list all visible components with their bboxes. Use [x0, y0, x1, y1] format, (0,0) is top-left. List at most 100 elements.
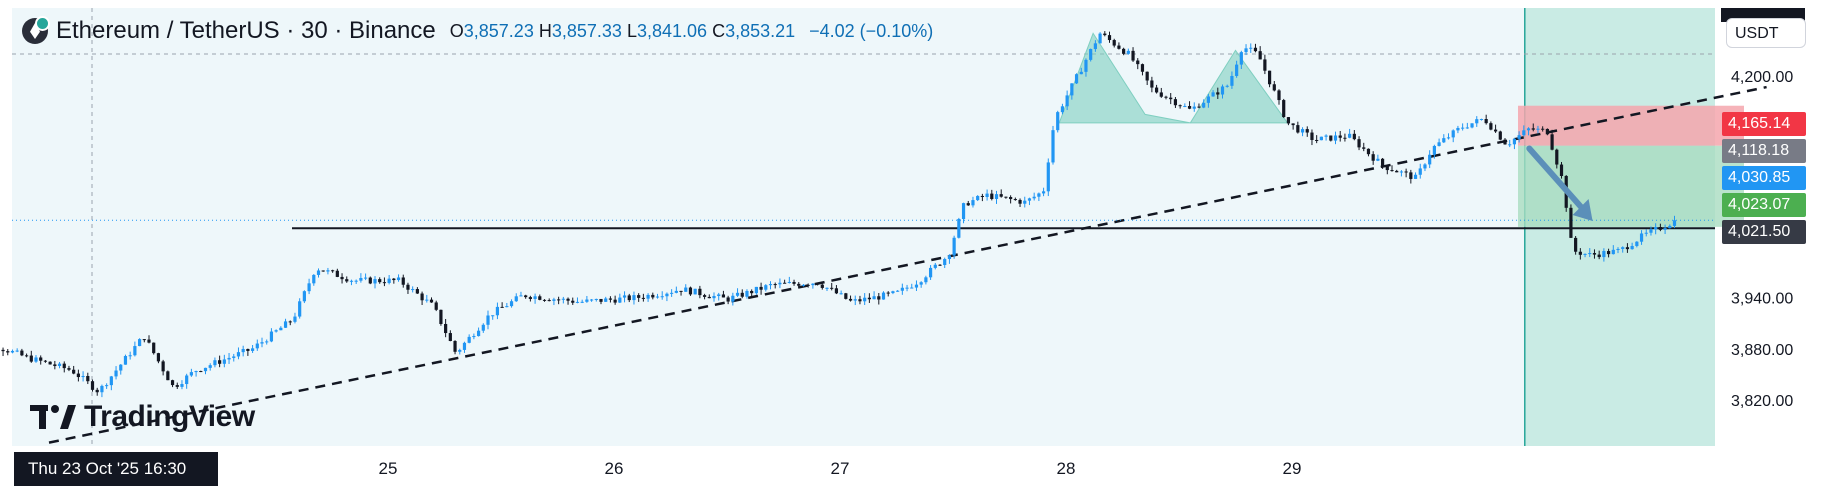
- candle[interactable]: [208, 365, 212, 368]
- candle[interactable]: [43, 360, 48, 362]
- candle[interactable]: [1305, 129, 1309, 133]
- candle[interactable]: [67, 368, 71, 370]
- candle[interactable]: [326, 270, 330, 272]
- candle[interactable]: [604, 298, 608, 302]
- candle[interactable]: [811, 283, 815, 286]
- candle[interactable]: [999, 194, 1003, 197]
- candle[interactable]: [524, 295, 528, 298]
- candle[interactable]: [542, 299, 547, 301]
- candle[interactable]: [1663, 228, 1667, 230]
- candle[interactable]: [1140, 64, 1145, 72]
- candle[interactable]: [919, 282, 923, 285]
- candle[interactable]: [1291, 123, 1295, 126]
- candle[interactable]: [1037, 193, 1041, 197]
- take-profit-zone[interactable]: [1518, 145, 1744, 227]
- candle[interactable]: [985, 193, 989, 198]
- candle[interactable]: [801, 284, 806, 286]
- candle[interactable]: [1380, 158, 1385, 166]
- candle[interactable]: [152, 342, 156, 354]
- candle[interactable]: [453, 340, 457, 352]
- candle[interactable]: [1272, 84, 1276, 91]
- candle[interactable]: [265, 341, 269, 343]
- candle[interactable]: [731, 295, 735, 302]
- candle[interactable]: [1555, 149, 1559, 165]
- candle[interactable]: [1479, 119, 1484, 121]
- candle[interactable]: [24, 355, 29, 357]
- candle[interactable]: [1489, 123, 1493, 130]
- candle[interactable]: [754, 286, 758, 294]
- candle[interactable]: [1164, 96, 1168, 98]
- candle[interactable]: [142, 339, 146, 341]
- candle[interactable]: [891, 291, 895, 294]
- candle[interactable]: [1654, 226, 1658, 230]
- candle[interactable]: [420, 293, 424, 301]
- candle[interactable]: [1277, 90, 1281, 101]
- candle[interactable]: [1644, 232, 1648, 234]
- candle[interactable]: [980, 195, 984, 198]
- candle[interactable]: [189, 372, 193, 376]
- candle[interactable]: [194, 371, 198, 373]
- candle[interactable]: [707, 296, 711, 299]
- candle[interactable]: [618, 297, 622, 303]
- candle[interactable]: [185, 375, 189, 385]
- candle[interactable]: [1597, 254, 1601, 258]
- stop-loss-zone[interactable]: [1518, 105, 1744, 146]
- candle[interactable]: [1169, 97, 1173, 100]
- candle[interactable]: [1089, 49, 1093, 60]
- candle[interactable]: [359, 277, 363, 281]
- candle[interactable]: [966, 203, 970, 206]
- candle[interactable]: [345, 279, 349, 282]
- candle[interactable]: [1192, 106, 1196, 109]
- candle[interactable]: [1493, 129, 1498, 132]
- candle[interactable]: [721, 294, 726, 298]
- candle[interactable]: [392, 278, 396, 281]
- candle[interactable]: [1630, 245, 1634, 250]
- candle[interactable]: [684, 287, 688, 292]
- candle[interactable]: [425, 299, 429, 301]
- candle[interactable]: [1159, 92, 1163, 97]
- candle[interactable]: [1145, 71, 1149, 81]
- candle[interactable]: [1079, 71, 1083, 75]
- candle[interactable]: [1465, 127, 1469, 129]
- candle[interactable]: [1220, 86, 1225, 95]
- candle[interactable]: [1154, 87, 1159, 93]
- candle[interactable]: [561, 298, 565, 300]
- candle[interactable]: [105, 385, 109, 387]
- candle[interactable]: [905, 287, 909, 289]
- candle[interactable]: [783, 282, 787, 284]
- candle[interactable]: [693, 288, 697, 295]
- candle[interactable]: [1508, 144, 1512, 146]
- candle[interactable]: [834, 288, 839, 294]
- candle[interactable]: [622, 295, 627, 298]
- symbol-title[interactable]: Ethereum / TetherUS · 30 · Binance: [56, 17, 436, 44]
- candle[interactable]: [1324, 135, 1328, 137]
- candle[interactable]: [637, 295, 641, 298]
- candle[interactable]: [1296, 125, 1300, 133]
- candle[interactable]: [199, 371, 203, 373]
- candle[interactable]: [1249, 47, 1253, 49]
- candle[interactable]: [1315, 139, 1319, 141]
- candle[interactable]: [175, 385, 179, 387]
- candle[interactable]: [1395, 170, 1399, 173]
- candle[interactable]: [947, 255, 952, 260]
- candle[interactable]: [896, 290, 900, 292]
- candle[interactable]: [166, 371, 170, 381]
- candle[interactable]: [1, 349, 5, 352]
- candle[interactable]: [825, 287, 829, 289]
- candle[interactable]: [123, 355, 128, 365]
- candle[interactable]: [180, 384, 184, 387]
- candle[interactable]: [1418, 168, 1422, 175]
- candle[interactable]: [1442, 138, 1446, 143]
- candle[interactable]: [670, 292, 674, 294]
- candle[interactable]: [698, 288, 702, 296]
- candle[interactable]: [1202, 102, 1206, 108]
- candle[interactable]: [514, 296, 518, 302]
- candle[interactable]: [928, 267, 933, 278]
- candle[interactable]: [1451, 130, 1455, 138]
- candle[interactable]: [599, 298, 603, 302]
- candle[interactable]: [1056, 112, 1060, 131]
- candle[interactable]: [382, 282, 387, 284]
- candle[interactable]: [1668, 225, 1672, 229]
- candle[interactable]: [467, 336, 471, 343]
